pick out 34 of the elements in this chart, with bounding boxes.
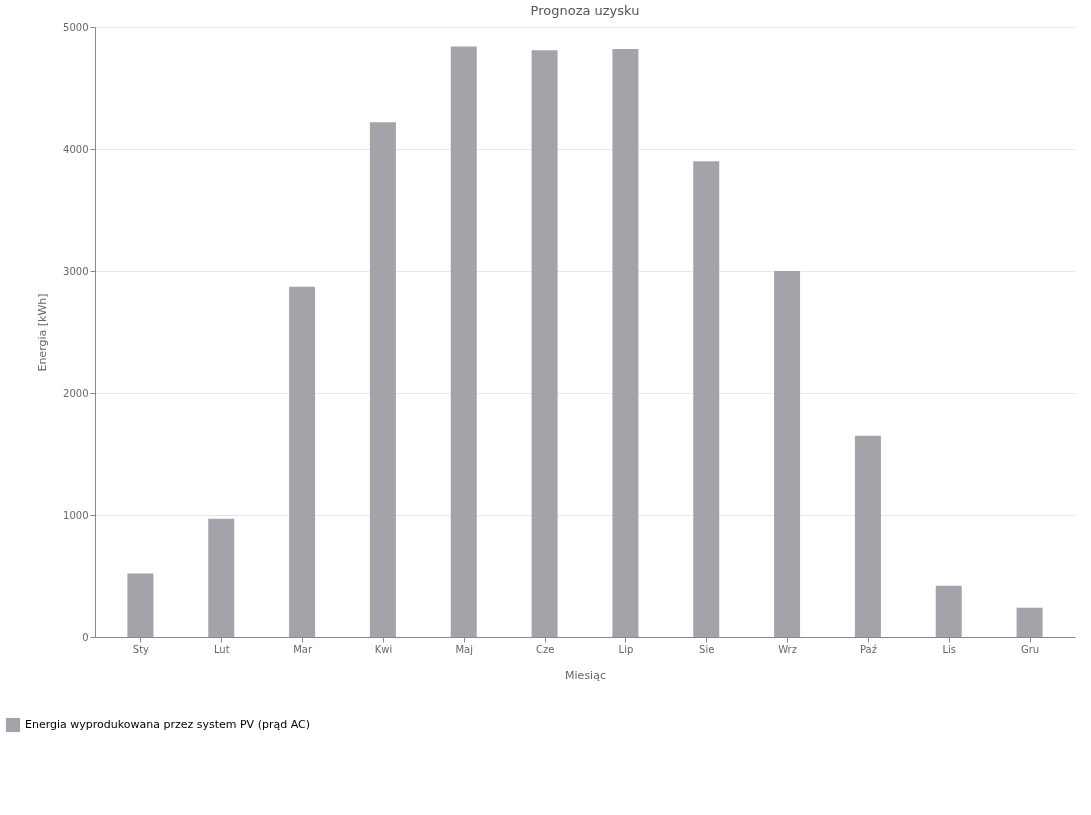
- x-tick-label: Maj: [455, 643, 474, 655]
- y-tick-label: 0: [82, 631, 89, 643]
- x-axis-title: Miesiąc: [565, 668, 606, 682]
- bar: [531, 50, 558, 637]
- x-tick-label: Cze: [535, 643, 555, 655]
- bar: [450, 46, 477, 637]
- legend-label: Energia wyprodukowana przez system PV (prąd AC): [25, 718, 310, 731]
- x-tick-label: Paź: [859, 643, 877, 655]
- bar: [612, 48, 639, 637]
- chart-title: Prognoza uzysku: [530, 3, 640, 18]
- bar: [774, 271, 801, 637]
- x-tick-label: Mar: [293, 643, 313, 655]
- x-tick-label: Lip: [618, 643, 634, 655]
- x-tick-label: Sty: [132, 643, 150, 655]
- x-tick-label: Lis: [942, 643, 957, 655]
- y-tick-label: 2000: [63, 387, 89, 399]
- bar: [693, 161, 720, 637]
- x-tick-label: Lut: [213, 643, 230, 655]
- x-tick-label: Gru: [1020, 643, 1040, 655]
- x-tick-label: Sie: [699, 643, 715, 655]
- bar: [854, 435, 881, 637]
- x-tick-label: Kwi: [374, 643, 393, 655]
- bar: [208, 518, 235, 637]
- y-tick-label: 3000: [63, 265, 89, 277]
- bar: [1016, 607, 1043, 637]
- y-tick-label: 4000: [63, 143, 89, 155]
- y-tick-label: 1000: [63, 509, 89, 521]
- bar: [369, 122, 396, 637]
- y-axis-title: Energia [kWh]: [36, 293, 50, 372]
- bar: [127, 573, 154, 637]
- bar: [289, 286, 316, 637]
- bar: [935, 585, 962, 637]
- x-tick-label: Wrz: [778, 643, 797, 655]
- y-tick-label: 5000: [63, 21, 89, 33]
